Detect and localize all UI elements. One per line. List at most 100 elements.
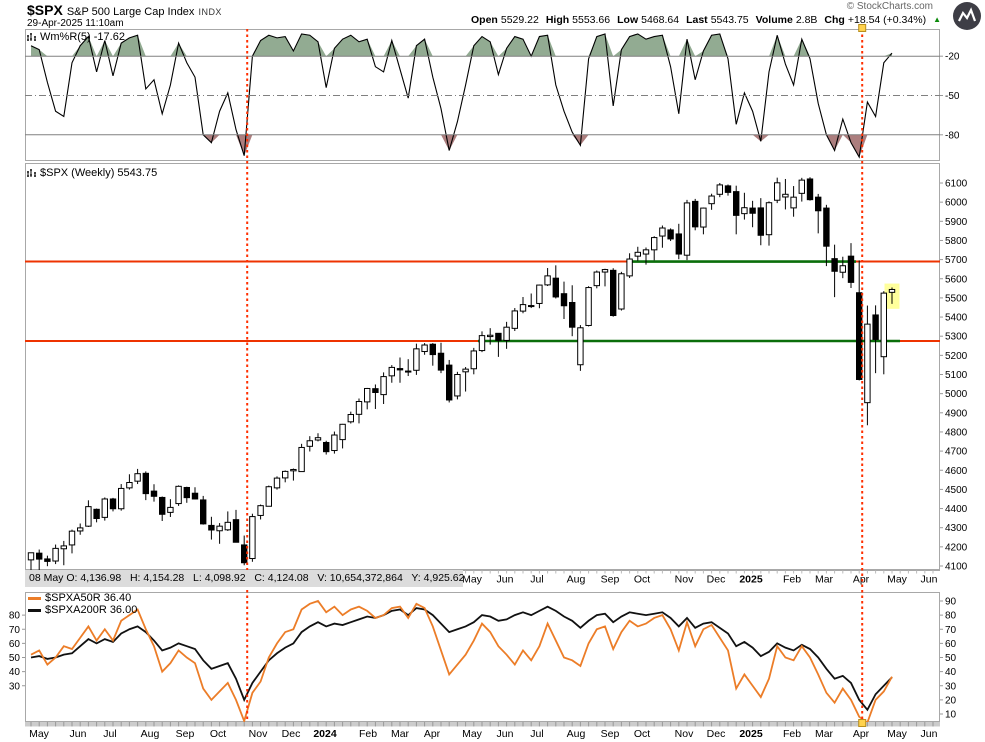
- candle: [290, 468, 297, 472]
- logo-mountain-icon: [958, 7, 977, 22]
- candle: [388, 366, 396, 377]
- symbol: $SPX: [27, 2, 63, 18]
- candle: [167, 506, 174, 513]
- candle: [437, 352, 445, 371]
- spxa200r-legend-label: $SPXA200R 36.00: [45, 604, 138, 616]
- svg-text:Feb: Feb: [783, 728, 801, 740]
- candle: [569, 301, 576, 328]
- volume-value: 2.8B: [795, 14, 818, 26]
- candle: [323, 441, 330, 453]
- candle: [93, 508, 100, 520]
- candle: [765, 202, 773, 236]
- svg-text:Aug: Aug: [567, 728, 586, 740]
- candle: [364, 387, 371, 403]
- candle: [528, 305, 535, 308]
- svg-text:Mar: Mar: [815, 728, 834, 740]
- candle: [446, 364, 453, 401]
- candle: [716, 184, 723, 195]
- svg-text:4500: 4500: [945, 485, 968, 496]
- svg-text:5600: 5600: [945, 274, 968, 285]
- svg-text:40: 40: [9, 667, 21, 678]
- candle: [224, 521, 232, 531]
- svg-text:-20: -20: [945, 52, 960, 63]
- svg-text:Jun: Jun: [70, 728, 87, 740]
- svg-text:6000: 6000: [945, 198, 968, 209]
- candle: [331, 434, 338, 452]
- copyright-link[interactable]: © StockCharts.com: [846, 1, 933, 12]
- candle: [265, 486, 273, 507]
- candle: [257, 505, 264, 516]
- volume-label: Volume: [755, 14, 793, 26]
- svg-text:30: 30: [9, 681, 21, 692]
- last-value: 5543.75: [710, 14, 749, 26]
- svg-text:2024: 2024: [313, 728, 337, 740]
- svg-text:Mar: Mar: [815, 574, 834, 586]
- candle: [864, 323, 871, 404]
- candle: [585, 287, 592, 326]
- svg-text:4600: 4600: [945, 466, 968, 477]
- candle: [216, 525, 223, 532]
- candle: [782, 193, 789, 198]
- svg-text:Jul: Jul: [103, 728, 116, 740]
- candle: [519, 304, 527, 312]
- svg-text:Jun: Jun: [921, 574, 938, 586]
- chg-up-arrow-icon: ▲: [933, 15, 941, 24]
- candle: [618, 273, 625, 310]
- candle: [675, 233, 682, 255]
- low-label: Low: [617, 14, 639, 26]
- candle: [577, 327, 584, 366]
- svg-text:80: 80: [9, 611, 21, 622]
- candle: [503, 326, 510, 341]
- open-label: Open: [471, 14, 498, 26]
- svg-text:Aug: Aug: [567, 574, 586, 586]
- svg-text:4900: 4900: [945, 408, 968, 419]
- svg-text:5300: 5300: [945, 332, 968, 343]
- svg-text:5500: 5500: [945, 293, 968, 304]
- candle: [183, 486, 191, 499]
- svg-text:60: 60: [9, 639, 21, 650]
- svg-text:70: 70: [945, 625, 957, 636]
- candle: [77, 527, 84, 532]
- candle: [52, 547, 59, 562]
- candle: [683, 202, 691, 256]
- high-value: 5553.66: [572, 14, 611, 26]
- ohlc-data-box: 08 May O: 4,136.98 H: 4,154.28 L: 4,098.…: [25, 570, 463, 587]
- candles: [27, 177, 900, 570]
- candle: [142, 472, 150, 495]
- svg-text:50: 50: [945, 653, 957, 664]
- breadth-plot: [30, 599, 893, 722]
- chart-type-icon: [27, 32, 37, 42]
- stockcharts-logo[interactable]: [953, 2, 981, 30]
- spxa50r-line-swatch: [28, 596, 41, 600]
- svg-text:90: 90: [945, 597, 957, 608]
- bottom-x-axis-months: May Jun Jul Aug Sep Oct Nov Dec 2024 Feb Mar Apr May…: [29, 728, 938, 740]
- candle: [741, 207, 748, 215]
- low-value: 5468.64: [641, 14, 680, 26]
- svg-text:Feb: Feb: [783, 574, 801, 586]
- candle: [159, 496, 166, 515]
- svg-text:5000: 5000: [945, 389, 968, 400]
- svg-text:Dec: Dec: [707, 728, 726, 740]
- candle: [823, 207, 830, 247]
- spxa50r-legend: $SPXA50R 36.40: [28, 592, 131, 604]
- candle: [601, 269, 609, 273]
- candle: [815, 196, 822, 212]
- svg-text:50: 50: [9, 653, 21, 664]
- candle: [27, 552, 35, 561]
- svg-text:Oct: Oct: [634, 574, 650, 586]
- svg-text:5700: 5700: [945, 255, 968, 266]
- candle: [413, 348, 420, 371]
- candle: [634, 251, 641, 257]
- candle: [757, 207, 764, 236]
- candle: [85, 506, 92, 527]
- svg-text:Sep: Sep: [601, 574, 620, 586]
- $SPXA50R-line: [30, 599, 893, 722]
- candle: [872, 314, 879, 340]
- candle: [724, 185, 732, 193]
- svg-text:Nov: Nov: [675, 728, 694, 740]
- candle: [200, 499, 207, 525]
- candle: [175, 485, 182, 505]
- svg-text:Aug: Aug: [141, 728, 160, 740]
